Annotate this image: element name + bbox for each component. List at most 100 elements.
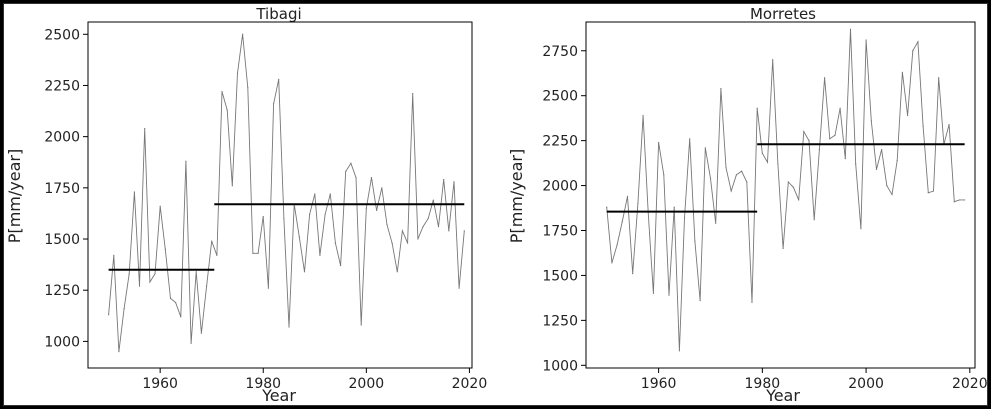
data-point	[658, 141, 660, 144]
data-point	[860, 228, 862, 230]
y-tick-label: 1000	[44, 334, 80, 350]
y-axis-label: P[mm/year]	[507, 149, 526, 243]
data-point	[881, 149, 883, 151]
data-point	[891, 193, 893, 196]
x-tick-label: 1960	[641, 376, 677, 392]
data-point	[360, 324, 362, 326]
data-point	[829, 138, 831, 140]
data-point	[298, 236, 300, 238]
data-point	[252, 252, 254, 254]
plot-area	[585, 21, 976, 369]
data-point	[324, 213, 326, 216]
data-point	[932, 190, 935, 192]
y-tick-label: 1250	[44, 283, 80, 299]
data-point	[953, 201, 955, 203]
precipitation-series-line	[606, 29, 965, 351]
data-point	[756, 107, 758, 109]
data-point	[370, 176, 373, 179]
y-tick-label: 2500	[542, 89, 578, 105]
data-point	[922, 125, 924, 127]
data-point	[309, 213, 311, 216]
y-tick-label: 1500	[542, 268, 578, 284]
data-point	[663, 174, 665, 176]
data-point	[123, 308, 125, 310]
data-point	[350, 162, 352, 164]
data-point	[303, 271, 306, 273]
y-tick-label: 1000	[542, 358, 578, 374]
data-point	[704, 147, 706, 149]
data-point	[912, 50, 914, 52]
x-tick-label: 1980	[245, 376, 281, 392]
data-point	[761, 152, 763, 154]
data-point	[386, 224, 388, 226]
data-point	[355, 176, 357, 179]
data-point	[443, 179, 445, 181]
data-point	[927, 192, 929, 194]
data-point	[133, 191, 135, 193]
data-point	[751, 301, 753, 303]
data-point	[334, 242, 337, 244]
data-point	[948, 123, 950, 126]
data-point	[823, 77, 826, 79]
y-tick-label: 2250	[542, 134, 578, 150]
x-axis-label: Year	[765, 386, 800, 405]
data-point	[242, 33, 244, 35]
data-point	[917, 41, 919, 43]
data-point	[283, 217, 285, 220]
data-point	[849, 28, 852, 30]
data-point	[689, 138, 691, 140]
data-point	[964, 199, 966, 201]
data-point	[381, 187, 383, 189]
data-point	[772, 59, 774, 61]
data-point	[668, 294, 670, 296]
data-point	[205, 285, 208, 287]
data-point	[870, 120, 872, 122]
data-point	[257, 252, 259, 254]
data-point	[345, 170, 347, 173]
data-point	[709, 177, 712, 179]
data-point	[417, 238, 419, 240]
chart-title: Morretes	[750, 5, 816, 23]
data-point	[272, 103, 275, 105]
data-point	[175, 301, 177, 304]
data-point	[865, 39, 867, 41]
data-point	[741, 170, 743, 172]
data-point	[221, 91, 223, 93]
x-tick-label: 2020	[452, 376, 488, 392]
data-point	[164, 248, 166, 250]
data-point	[195, 271, 197, 273]
data-point	[108, 314, 110, 316]
data-point	[958, 199, 961, 201]
precipitation-series-line	[108, 34, 465, 352]
data-point	[458, 287, 460, 289]
data-point	[422, 226, 424, 228]
data-point	[606, 206, 608, 208]
data-point	[339, 265, 342, 267]
x-tick-label: 2000	[848, 376, 884, 392]
data-point	[725, 166, 727, 169]
data-point	[818, 149, 821, 151]
data-point	[169, 297, 172, 299]
data-point	[288, 326, 290, 328]
data-point	[813, 219, 815, 221]
tibagi-chart: Tibagi Year P[mm/year] 1960 1980 2000 2020 1…	[5, 5, 487, 405]
y-tick-label: 2000	[542, 179, 578, 195]
data-point	[401, 230, 404, 232]
data-point	[652, 292, 655, 295]
data-point	[901, 71, 903, 73]
data-point	[735, 174, 738, 176]
data-point	[787, 181, 789, 183]
data-point	[159, 205, 161, 207]
x-tick-label: 2020	[952, 376, 988, 392]
data-point	[118, 351, 120, 353]
data-point	[262, 215, 264, 218]
data-point	[231, 185, 233, 187]
data-point	[694, 240, 696, 242]
data-point	[437, 226, 440, 228]
data-point	[611, 262, 613, 264]
data-point	[138, 285, 141, 287]
data-point	[699, 299, 701, 302]
y-axis-label: P[mm/year]	[5, 149, 24, 243]
data-point	[329, 193, 331, 195]
data-point	[906, 114, 909, 117]
